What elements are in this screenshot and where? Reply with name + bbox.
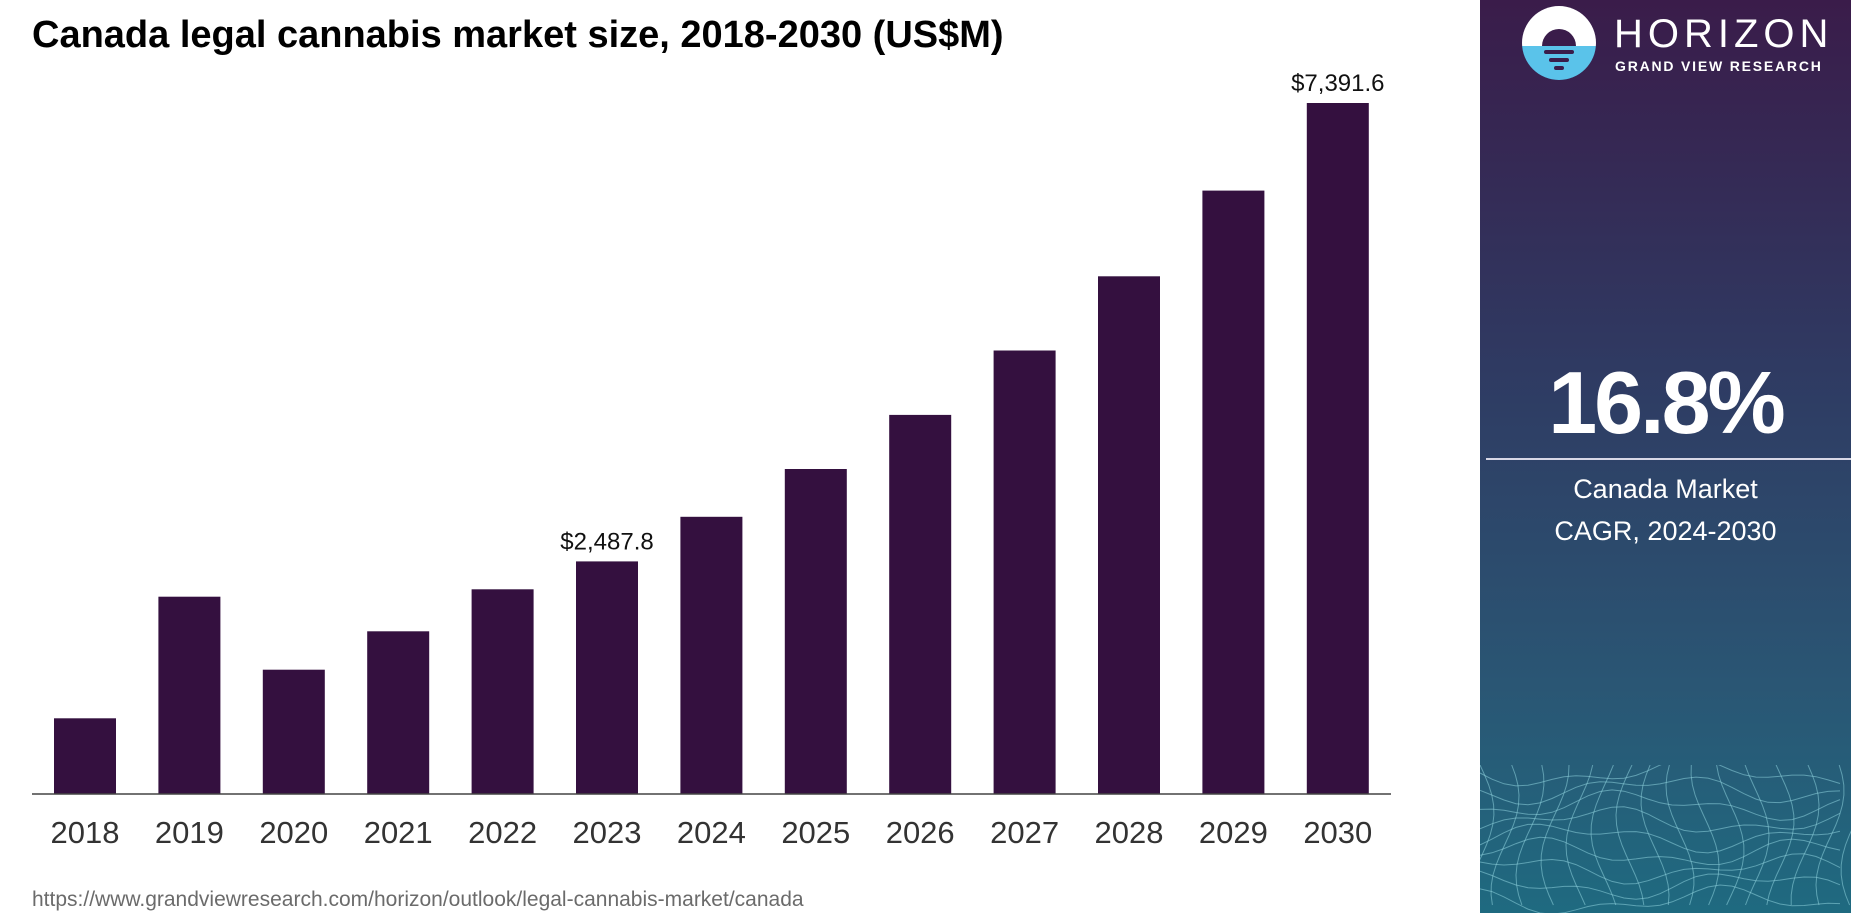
brand-subtitle: GRAND VIEW RESEARCH bbox=[1615, 58, 1823, 74]
x-tick-label-2021: 2021 bbox=[364, 815, 433, 850]
bar-2025 bbox=[784, 469, 847, 794]
x-tick-label-2019: 2019 bbox=[155, 815, 224, 850]
cagr-label-period: CAGR, 2024-2030 bbox=[1554, 516, 1777, 546]
cagr-divider bbox=[1486, 458, 1851, 460]
brand: HORIZON GRAND VIEW RESEARCH bbox=[1522, 6, 1842, 80]
x-tick-label-2020: 2020 bbox=[259, 815, 328, 850]
bar-2018 bbox=[54, 718, 116, 794]
chart-title: Canada legal cannabis market size, 2018-… bbox=[32, 14, 1004, 56]
bar-2021 bbox=[367, 631, 430, 794]
source-url[interactable]: https://www.grandviewresearch.com/horizo… bbox=[32, 888, 804, 911]
x-tick-label-2029: 2029 bbox=[1199, 815, 1268, 850]
bar-2028 bbox=[1098, 276, 1160, 794]
data-label-2030: $7,391.6 bbox=[1291, 70, 1384, 97]
bar-2019 bbox=[158, 596, 221, 794]
x-tick-label-2026: 2026 bbox=[886, 815, 955, 850]
x-tick-label-2024: 2024 bbox=[677, 815, 746, 850]
x-tick-label-2027: 2027 bbox=[990, 815, 1059, 850]
bar-2030 bbox=[1306, 103, 1369, 794]
bar-2026 bbox=[889, 414, 952, 794]
bar-2029 bbox=[1202, 190, 1265, 795]
x-tick-label-2028: 2028 bbox=[1095, 815, 1164, 850]
x-tick-label-2023: 2023 bbox=[573, 815, 642, 850]
bar-chart: 2018 2019 2020 2021 2022 2023 2024 2025 2026 2027… bbox=[32, 70, 1391, 850]
bar-2023 bbox=[576, 561, 638, 794]
bar-2022 bbox=[471, 589, 534, 794]
bar-2024 bbox=[680, 516, 743, 794]
x-tick-label-2030: 2030 bbox=[1303, 815, 1372, 850]
horizon-sun-icon bbox=[1522, 6, 1596, 80]
cagr-label-market: Canada Market bbox=[1573, 474, 1758, 504]
mesh-decoration bbox=[1480, 765, 1851, 913]
cagr-value: 16.8% bbox=[1548, 353, 1786, 452]
bar-2020 bbox=[262, 669, 325, 794]
x-tick-label-2025: 2025 bbox=[781, 815, 850, 850]
brand-name: HORIZON bbox=[1614, 12, 1834, 56]
data-label-2023: $2,487.8 bbox=[560, 528, 653, 555]
side-panel: HORIZON GRAND VIEW RESEARCH 16.8% Canada… bbox=[1480, 0, 1851, 913]
x-tick-label-2018: 2018 bbox=[51, 815, 120, 850]
bar-2027 bbox=[993, 350, 1056, 794]
x-tick-label-2022: 2022 bbox=[468, 815, 537, 850]
